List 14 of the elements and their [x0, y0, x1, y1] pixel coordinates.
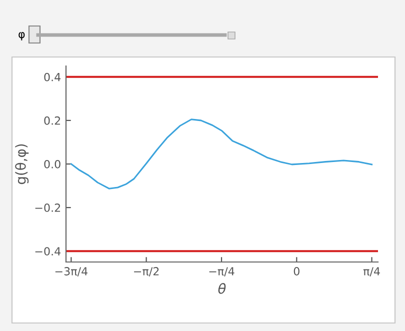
x-tick-label: −π/2: [134, 267, 159, 276]
y-tick-label: 0.4: [44, 72, 61, 82]
x-tick-label: −π/4: [209, 267, 234, 276]
y-tick-label: 0.0: [44, 160, 60, 168]
line-series: [70, 118, 373, 190]
x-tick-label: π/4: [363, 267, 380, 276]
y-tick-label: −0.4: [35, 247, 61, 256]
y-tick-label: −0.2: [35, 204, 60, 212]
x-tick-label: −3π/4: [55, 267, 88, 276]
x-tick-label: 0: [294, 267, 300, 276]
text: φ: [18, 32, 25, 40]
x-axis-title: θ: [218, 283, 226, 294]
y-tick-label: 0.2: [44, 116, 60, 125]
y-axis-title: g(θ,φ): [15, 144, 29, 184]
